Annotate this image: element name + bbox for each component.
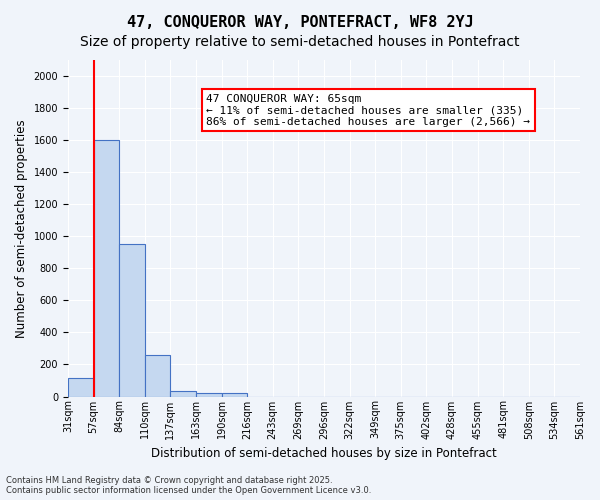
Text: Size of property relative to semi-detached houses in Pontefract: Size of property relative to semi-detach…	[80, 35, 520, 49]
Bar	[68, 378, 94, 396]
Text: 47, CONQUEROR WAY, PONTEFRACT, WF8 2YJ: 47, CONQUEROR WAY, PONTEFRACT, WF8 2YJ	[127, 15, 473, 30]
Text: Contains HM Land Registry data © Crown copyright and database right 2025.
Contai: Contains HM Land Registry data © Crown c…	[6, 476, 371, 495]
Bar	[94, 140, 119, 396]
Y-axis label: Number of semi-detached properties: Number of semi-detached properties	[15, 119, 28, 338]
Bar	[119, 244, 145, 396]
X-axis label: Distribution of semi-detached houses by size in Pontefract: Distribution of semi-detached houses by …	[151, 447, 497, 460]
Bar	[170, 391, 196, 396]
Text: 47 CONQUEROR WAY: 65sqm
← 11% of semi-detached houses are smaller (335)
86% of s: 47 CONQUEROR WAY: 65sqm ← 11% of semi-de…	[206, 94, 530, 127]
Bar	[145, 355, 170, 397]
Bar	[196, 392, 221, 396]
Bar	[221, 394, 247, 396]
